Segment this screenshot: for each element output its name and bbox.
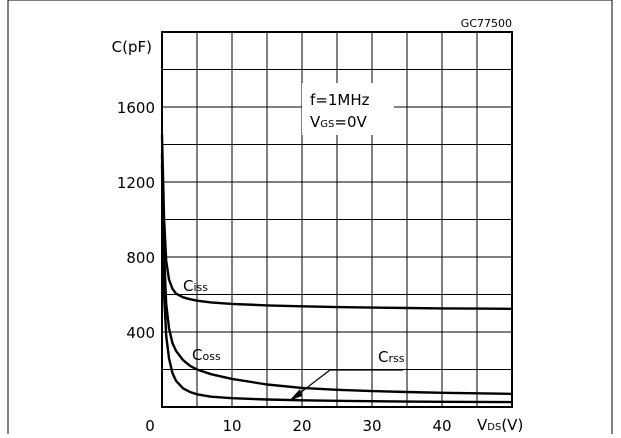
series-ciss-line [160,135,513,310]
x-tick-label: 20 [292,417,311,434]
y-tick-label: 1200 [117,174,155,192]
annotation-background [302,83,394,135]
crss-leader-arrowhead [289,389,302,401]
x-tick-label: 10 [222,417,241,434]
y-tick-label: 1600 [117,99,155,117]
x-tick-label: 40 [432,417,451,434]
series-coss-label: Coss [192,346,221,364]
x-tick-label: 30 [362,417,381,434]
y-tick-label: 800 [126,249,155,267]
crss-leader-diagonal [295,369,331,397]
x-axis-label: VDS(V) [477,416,523,434]
series-crss-line [160,163,513,404]
x-tick-label: 0 [145,417,155,434]
y-axis-label: C(pF) [112,38,152,56]
annotation-frequency: f=1MHz [310,91,370,109]
y-tick-label: 400 [126,324,155,342]
series-crss-label: Crss [378,348,405,366]
figure-code: GC77500 [461,17,512,30]
series-ciss-label: Ciss [183,277,208,295]
series-coss-line [160,153,513,396]
annotation-vgs: VGS=0V [310,113,367,131]
